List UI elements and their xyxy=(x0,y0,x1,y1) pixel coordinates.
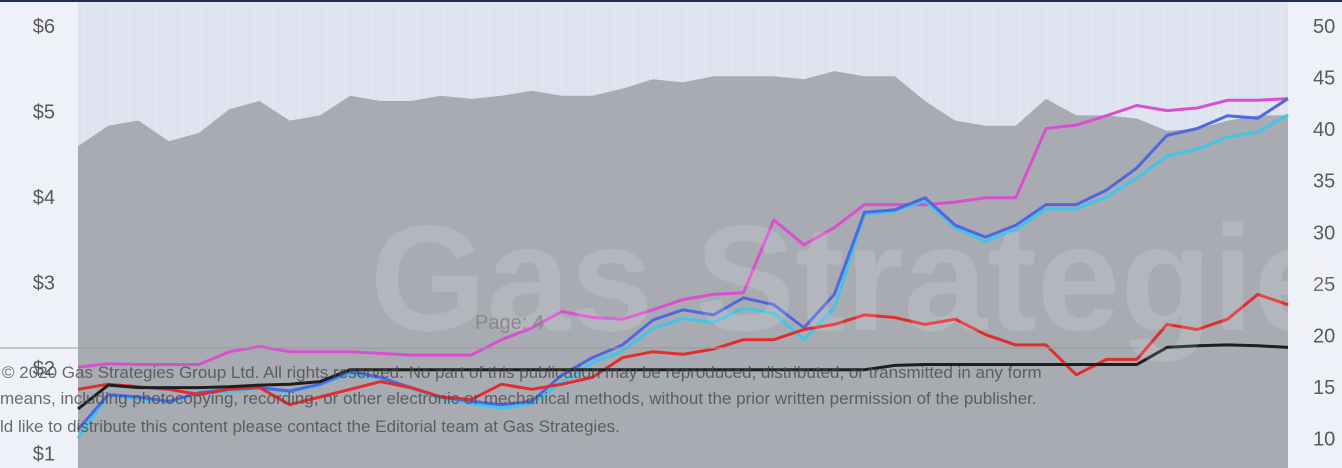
copyright-line: means, including photocopying, recording… xyxy=(0,389,1037,408)
line xyxy=(76,97,1289,431)
y2-tick-label: 45 xyxy=(1313,68,1335,90)
y-tick-label: $3 xyxy=(33,272,55,294)
y2-tick-label: 25 xyxy=(1313,274,1335,296)
page-label: Page: 4 xyxy=(475,312,544,334)
y2-tick-label: 40 xyxy=(1313,119,1335,141)
plot xyxy=(76,2,1289,468)
y-tick-label: $2 xyxy=(33,358,55,380)
line xyxy=(77,292,1289,407)
y2-tick-label: 20 xyxy=(1313,325,1335,347)
line xyxy=(77,343,1289,411)
y2-tick-label: 35 xyxy=(1313,171,1335,193)
top-border xyxy=(0,0,1342,2)
y-tick-label: $1 xyxy=(33,443,55,465)
y-tick-label: $4 xyxy=(33,187,55,209)
y-tick-label: $6 xyxy=(33,16,55,38)
y2-tick-label: 30 xyxy=(1313,222,1335,244)
line xyxy=(77,97,1289,369)
y-tick-label: $5 xyxy=(33,101,55,123)
copyright-line: © 2020 Gas Strategies Group Ltd. All rig… xyxy=(2,363,1042,382)
y2-tick-label: 50 xyxy=(1313,16,1335,38)
copyright-line: ld like to distribute this content pleas… xyxy=(0,417,620,436)
y2-tick-label: 10 xyxy=(1313,428,1335,450)
y2-tick-label: 15 xyxy=(1313,377,1335,399)
watermark: Gas Strategies xyxy=(370,194,1342,362)
